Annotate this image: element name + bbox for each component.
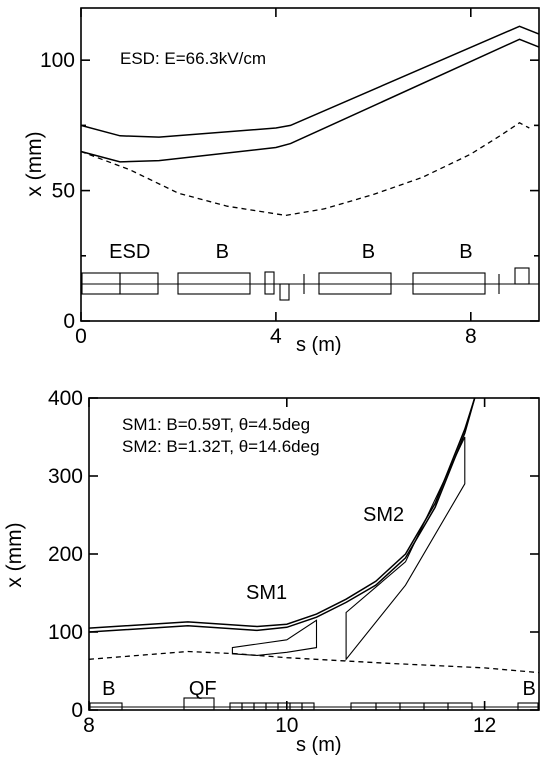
element-label: B [522,678,535,700]
top-y-axis-label: x (mm) [23,131,46,196]
element [301,702,315,711]
top-lattice-layout [81,267,539,301]
x-tick-label: 12 [473,714,496,737]
element-label: B [102,678,115,700]
top-x-axis-label: s (m) [296,334,342,356]
y-tick-label: 100 [48,621,83,644]
esd-element [119,272,159,295]
beam-envelope-line [80,25,540,138]
sm1-label: SM1 [246,582,287,604]
quadrupole-element [264,271,275,295]
x-tick-label: 8 [83,714,95,737]
element-label: ESD [109,241,150,263]
beam-envelope-line [88,397,476,633]
bottom-y-axis-label: x (mm) [3,522,26,587]
sm2-label: SM2 [363,504,404,526]
dipole-element [89,702,123,711]
bottom-panel: 8 10 12 0 100 200 300 400 x (mm) s (m) SM1: B=0… [3,387,540,756]
y-tick-label: 300 [48,465,83,488]
bottom-element-labels: B QF B [102,678,536,700]
bottom-x-axis-label: s (m) [296,734,342,756]
bottom-lattice-layout [89,697,539,711]
top-tick-labels: 0 4 8 0 50 100 [40,49,477,348]
bottom-annotation-sm2: SM2: B=1.32T, θ=14.6deg [122,437,320,456]
septum-outline [345,436,466,661]
element-label: B [362,241,375,263]
y-tick-label: 0 [63,310,75,333]
dipole-element [318,272,392,295]
quadrupole-element [514,267,530,285]
top-beam-curves [80,25,540,217]
dipole-element [412,272,486,295]
top-tick-marks [80,8,539,322]
y-tick-label: 200 [48,543,83,566]
dipole-element [517,702,539,711]
y-tick-label: 100 [40,49,75,72]
dipole-element [177,272,251,295]
bottom-beam-curves [88,397,540,674]
element-label: QF [189,678,217,700]
top-element-labels: ESD B B B [109,241,472,263]
bottom-annotation-sm1: SM1: B=0.59T, θ=4.5deg [122,415,310,434]
element-label: B [459,241,472,263]
beam-envelope-line [88,397,476,629]
y-tick-label: 0 [71,699,83,722]
beam-center-line [80,122,530,217]
quadrupole-element [183,697,215,711]
x-tick-label: 0 [75,325,87,348]
top-annotation: ESD: E=66.3kV/cm [120,49,266,68]
element [447,702,473,711]
y-tick-label: 50 [52,180,75,203]
beam-center-line [88,650,540,674]
top-plot-frame [80,7,540,322]
element-label: B [216,241,229,263]
y-tick-label: 400 [48,387,83,410]
quadrupole-element [279,283,290,301]
bottom-tick-labels: 8 10 12 0 100 200 300 400 [48,387,496,737]
x-tick-label: 10 [275,714,298,737]
x-tick-label: 8 [465,325,477,348]
beam-envelope-line [80,38,540,163]
x-tick-label: 4 [270,325,282,348]
